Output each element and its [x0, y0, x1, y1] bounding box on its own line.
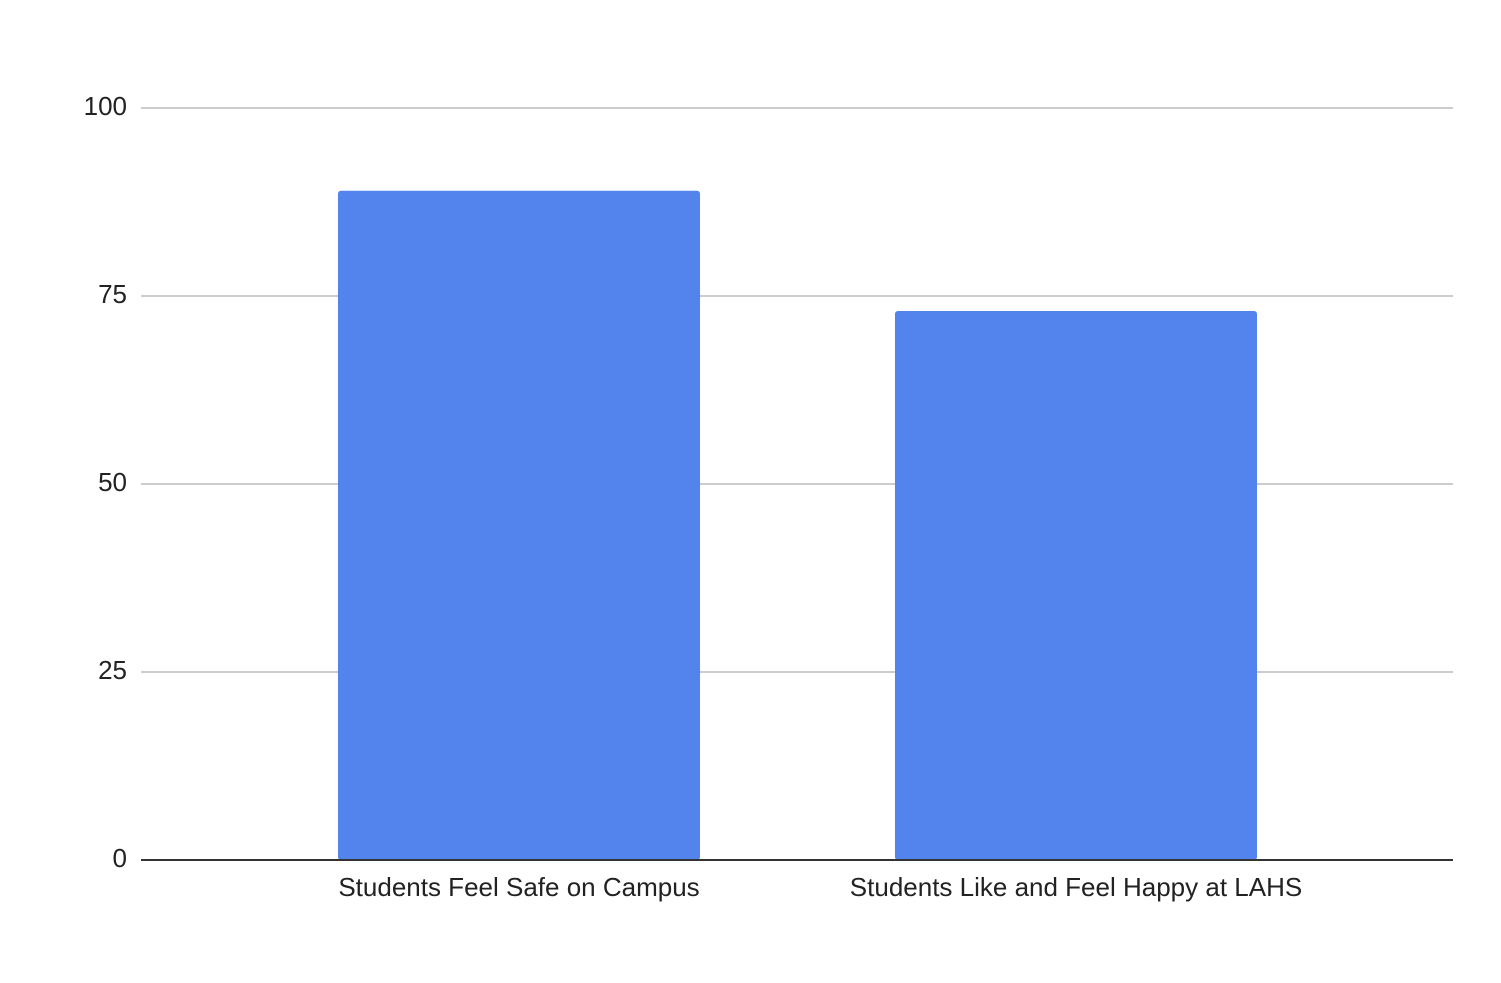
bar [337, 190, 701, 861]
y-tick-label: 100 [84, 91, 127, 121]
x-tick-label: Students Like and Feel Happy at LAHS [850, 872, 1302, 902]
y-tick-label: 25 [98, 655, 127, 685]
x-tick-label: Students Feel Safe on Campus [338, 872, 699, 902]
y-tick-label: 50 [98, 467, 127, 497]
bar [894, 311, 1258, 860]
y-tick-label: 75 [98, 279, 127, 309]
y-tick-label: 0 [113, 843, 127, 873]
